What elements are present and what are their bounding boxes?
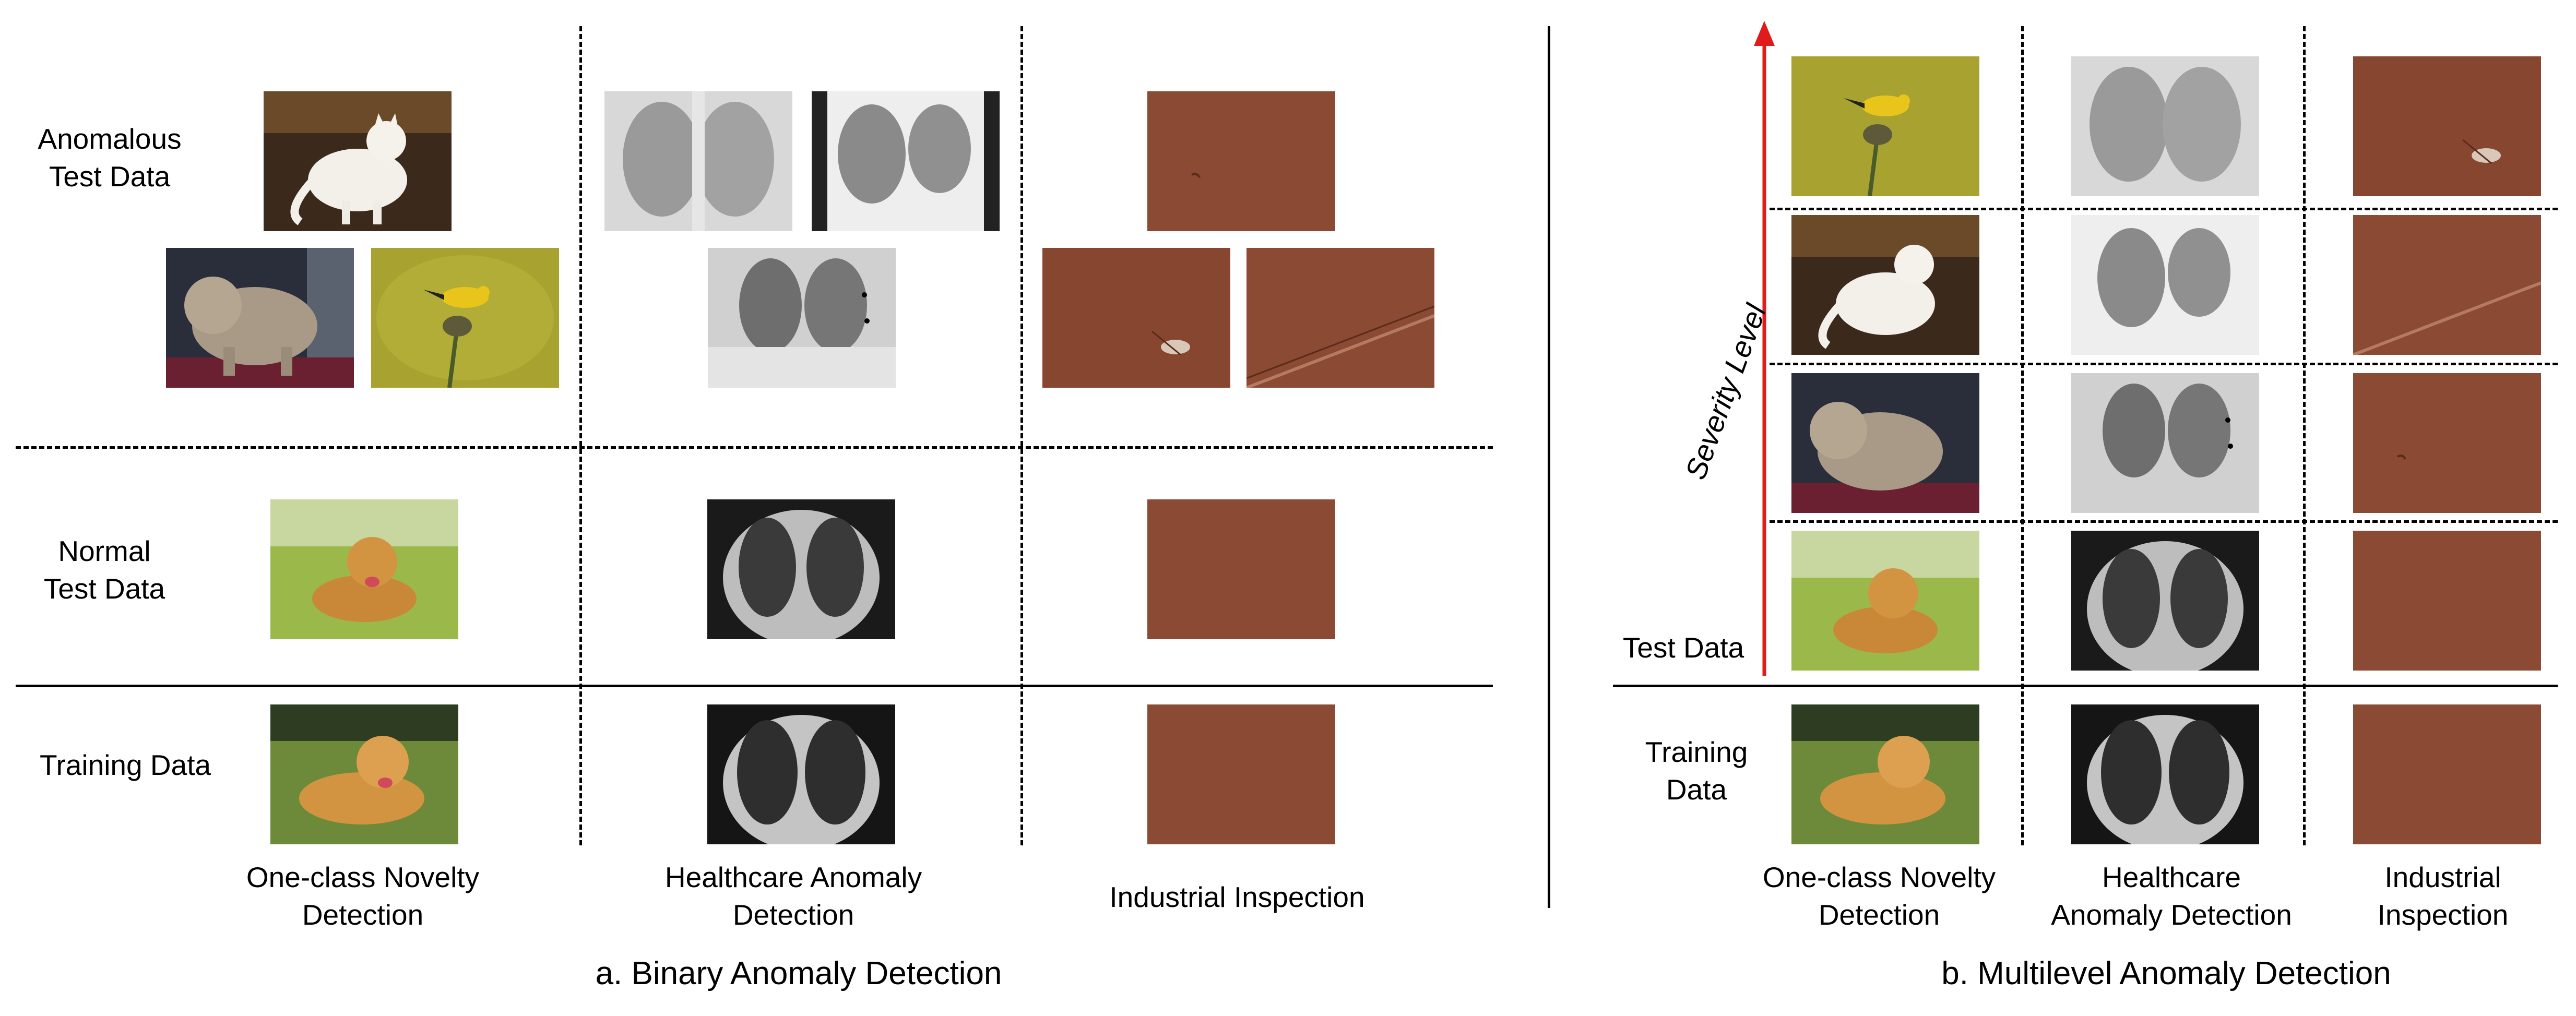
- leather-level4: [2353, 56, 2541, 196]
- row-divider-solid: [16, 685, 1493, 687]
- xray-normal: [707, 499, 895, 639]
- xray-level1: [2071, 531, 2259, 671]
- caption-binary: a. Binary Anomaly Detection: [595, 955, 1002, 991]
- golden-retriever-training: [270, 704, 458, 844]
- xray-training-b: [2071, 704, 2259, 844]
- bird-image-level4: [1791, 56, 1979, 196]
- caption-multilevel: b. Multilevel Anomaly Detection: [1941, 955, 2391, 991]
- xray-anomalous-1: [604, 91, 792, 231]
- training-data-label: Training Data: [1645, 736, 1748, 806]
- row-label-training: Training Data: [39, 749, 211, 781]
- row-label-anomalous: Anomalous Test Data: [38, 123, 182, 193]
- panel-divider: [1548, 26, 1550, 908]
- leather-training: [1147, 704, 1335, 844]
- fluffy-dog-image: [166, 248, 354, 388]
- leather-level1: [2353, 531, 2541, 671]
- level-divider: [1770, 208, 2558, 210]
- column-label-healthcare: Healthcare Anomaly Detection: [664, 861, 922, 931]
- level-divider: [1770, 520, 2558, 523]
- xray-anomalous-3: [708, 248, 896, 388]
- leather-level3: [2353, 215, 2541, 355]
- xray-level3: [2071, 215, 2259, 355]
- row-label-normal: Normal Test Data: [43, 535, 165, 605]
- xray-level4: [2071, 56, 2259, 196]
- leather-training-b: [2353, 704, 2541, 844]
- up-arrow-icon: [1754, 21, 1775, 676]
- leather-defect-2: [1042, 248, 1230, 388]
- row-divider-dashed: [16, 446, 1493, 449]
- column-label-industrial-b: Industrial Inspection: [2377, 861, 2509, 931]
- column-label-industrial: Industrial Inspection: [1109, 881, 1365, 913]
- golden-retriever-training-b: [1791, 704, 1979, 844]
- column-divider: [2021, 26, 2024, 845]
- cat-image: [264, 91, 452, 231]
- leather-level2: [2353, 373, 2541, 513]
- column-divider: [579, 26, 582, 845]
- column-label-healthcare-b: Healthcare Anomaly Detection: [2051, 861, 2292, 931]
- xray-anomalous-2: [812, 91, 1000, 231]
- row-divider-solid: [1613, 685, 2558, 687]
- test-data-label: Test Data: [1622, 631, 1744, 664]
- column-divider: [1020, 26, 1023, 845]
- column-divider: [2303, 26, 2306, 845]
- column-label-novelty: One-class Novelty Detection: [246, 861, 480, 931]
- leather-normal: [1147, 499, 1335, 639]
- cat-image-level3: [1791, 215, 1979, 355]
- level-divider: [1770, 363, 2558, 365]
- golden-retriever-level1: [1791, 531, 1979, 671]
- xray-level2: [2071, 373, 2259, 513]
- column-label-novelty-b: One-class Novelty Detection: [1762, 861, 1996, 931]
- leather-defect-3: [1247, 248, 1434, 388]
- bird-image: [371, 248, 559, 388]
- xray-training: [707, 704, 895, 844]
- leather-defect-1: [1147, 91, 1335, 231]
- golden-retriever-normal: [270, 499, 458, 639]
- fluffy-dog-image-level2: [1791, 373, 1979, 513]
